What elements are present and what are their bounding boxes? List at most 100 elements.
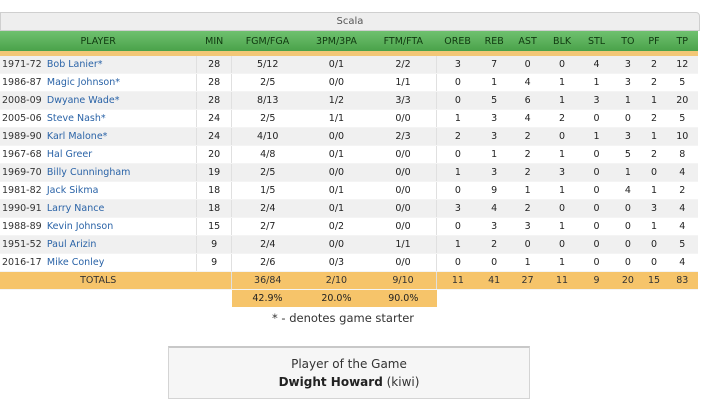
cell-3p: 0/1 (303, 53, 370, 74)
cell-blk: 3 (545, 163, 579, 182)
cell-tp: 20 (666, 91, 698, 110)
col-header-3p[interactable]: 3PM/3PA (303, 31, 370, 56)
player-link[interactable]: Paul Arizin (43, 235, 197, 254)
cell-tp: 5 (666, 73, 698, 92)
col-header-min[interactable]: MIN (196, 31, 232, 56)
cell-3p: 1/1 (303, 109, 370, 128)
cell-oreb: 0 (436, 217, 479, 236)
cell-season: 1989-90 (0, 127, 44, 146)
cell-reb: 1 (478, 145, 510, 164)
cell-stl: 0 (578, 199, 615, 218)
col-header-stl[interactable]: STL (578, 31, 615, 56)
totals-reb: 41 (478, 271, 510, 290)
player-link[interactable]: Jack Sikma (43, 181, 197, 200)
cell-reb: 3 (478, 109, 510, 128)
col-header-oreb[interactable]: OREB (436, 31, 479, 56)
col-header-ft[interactable]: FTM/FTA (369, 31, 437, 56)
cell-to: 1 (614, 163, 642, 182)
cell-to: 0 (614, 109, 642, 128)
cell-oreb: 1 (436, 235, 479, 254)
ft-percentage: 90.0% (369, 289, 437, 307)
cell-tp: 2 (666, 181, 698, 200)
col-header-blk[interactable]: BLK (545, 31, 579, 56)
cell-blk: 1 (545, 217, 579, 236)
totals-min (196, 271, 232, 290)
cell-stl: 0 (578, 253, 615, 272)
cell-min: 20 (195, 145, 232, 164)
cell-stl: 3 (578, 91, 615, 110)
cell-ast: 0 (509, 53, 546, 74)
player-link[interactable]: Billy Cunningham (43, 163, 197, 182)
cell-pf: 3 (641, 199, 667, 218)
cell-blk: 0 (545, 235, 579, 254)
cell-pf: 1 (641, 217, 667, 236)
player-link[interactable]: Magic Johnson* (43, 73, 197, 92)
cell-tp: 10 (666, 127, 698, 146)
cell-tp: 5 (666, 109, 698, 128)
col-header-player[interactable]: PLAYER (0, 31, 197, 56)
cell-3p: 0/0 (303, 235, 370, 254)
player-link[interactable]: Kevin Johnson (43, 217, 197, 236)
cell-blk: 1 (545, 253, 579, 272)
cell-tp: 4 (666, 199, 698, 218)
col-header-pf[interactable]: PF (641, 31, 667, 56)
player-link[interactable]: Karl Malone* (43, 127, 197, 146)
table-row: 1967-68 Hal Greer 20 4/8 0/1 0/0 0 1 2 1 0 5 2 8 (0, 145, 698, 164)
cell-season: 1981-82 (0, 181, 44, 200)
cell-season: 1971-72 (0, 53, 44, 74)
cell-fg: 2/5 (231, 73, 303, 92)
cell-to: 3 (614, 73, 642, 92)
cell-stl: 0 (578, 181, 615, 200)
totals-row: TOTALS 36/84 2/10 9/10 11 41 27 11 9 20 … (0, 271, 698, 290)
totals-3p: 2/10 (303, 271, 370, 290)
cell-min: 24 (195, 109, 232, 128)
cell-ast: 3 (509, 217, 546, 236)
cell-reb: 5 (478, 91, 510, 110)
cell-blk: 0 (545, 53, 579, 74)
cell-reb: 1 (478, 73, 510, 92)
player-link[interactable]: Bob Lanier* (43, 53, 197, 74)
col-header-ast[interactable]: AST (509, 31, 546, 56)
cell-stl: 1 (578, 73, 615, 92)
cell-tp: 5 (666, 235, 698, 254)
cell-oreb: 0 (436, 91, 479, 110)
cell-ast: 4 (509, 73, 546, 92)
cell-season: 2005-06 (0, 109, 44, 128)
col-header-reb[interactable]: REB (478, 31, 510, 56)
box-score-table: PLAYER MIN FGM/FGA 3PM/3PA FTM/FTA OREB … (0, 31, 698, 307)
player-link[interactable]: Larry Nance (43, 199, 197, 218)
col-header-tp[interactable]: TP (666, 31, 698, 56)
player-link[interactable]: Dwyane Wade* (43, 91, 197, 110)
cell-fg: 2/4 (231, 199, 303, 218)
cell-ft: 0/0 (369, 199, 437, 218)
col-header-to[interactable]: TO (614, 31, 642, 56)
cell-fg: 1/5 (231, 181, 303, 200)
cell-3p: 0/0 (303, 127, 370, 146)
cell-min: 9 (195, 235, 232, 254)
cell-min: 28 (195, 91, 232, 110)
player-link[interactable]: Steve Nash* (43, 109, 197, 128)
cell-blk: 1 (545, 181, 579, 200)
cell-3p: 0/3 (303, 253, 370, 272)
cell-ast: 0 (509, 235, 546, 254)
cell-fg: 2/4 (231, 235, 303, 254)
col-header-fg[interactable]: FGM/FGA (231, 31, 303, 56)
3p-percentage: 20.0% (303, 289, 370, 307)
cell-fg: 2/5 (231, 109, 303, 128)
cell-oreb: 1 (436, 163, 479, 182)
cell-season: 2016-17 (0, 253, 44, 272)
cell-to: 1 (614, 91, 642, 110)
cell-tp: 4 (666, 217, 698, 236)
percentages-row: 42.9% 20.0% 90.0% (0, 289, 698, 307)
cell-min: 18 (195, 181, 232, 200)
cell-3p: 0/0 (303, 163, 370, 182)
cell-ft: 0/0 (369, 109, 437, 128)
cell-stl: 0 (578, 235, 615, 254)
potg-player-name[interactable]: Dwight Howard (278, 375, 383, 389)
cell-ast: 2 (509, 199, 546, 218)
cell-ft: 1/1 (369, 73, 437, 92)
player-link[interactable]: Mike Conley (43, 253, 197, 272)
cell-pf: 1 (641, 127, 667, 146)
player-link[interactable]: Hal Greer (43, 145, 197, 164)
cell-pf: 1 (641, 181, 667, 200)
